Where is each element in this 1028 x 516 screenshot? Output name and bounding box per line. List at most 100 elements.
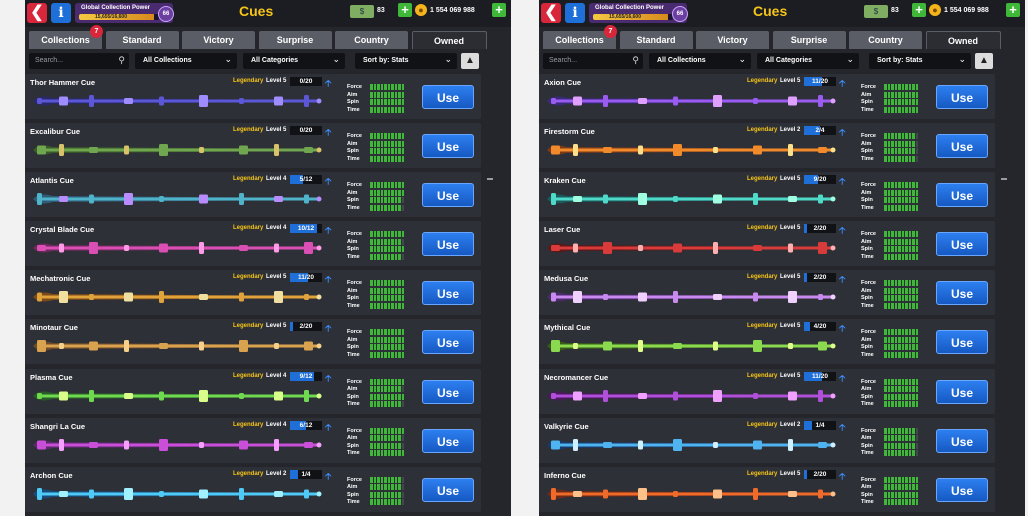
use-button[interactable]: Use: [422, 85, 474, 109]
collection-power-fill: [593, 14, 669, 20]
use-button[interactable]: Use: [936, 232, 988, 257]
cue-row[interactable]: Crystal Blade Cue Legendary Level 4 10/1…: [25, 221, 481, 267]
upgrade-arrow-icon[interactable]: 🡡: [325, 470, 332, 481]
cue-row[interactable]: Necromancer Cue Legendary Level 5 11/20 …: [539, 368, 995, 414]
use-button[interactable]: Use: [422, 330, 474, 355]
info-button[interactable]: i: [565, 3, 585, 23]
upgrade-arrow-icon[interactable]: 🡡: [325, 176, 332, 187]
tab-country[interactable]: Country: [335, 31, 408, 49]
sort-direction-button[interactable]: ▲: [461, 53, 479, 69]
add-coins-button[interactable]: +: [492, 3, 506, 17]
cue-row[interactable]: Plasma Cue Legendary Level 4 9/12 🡡 Forc…: [25, 368, 481, 414]
tab-country[interactable]: Country: [849, 31, 922, 49]
search-input[interactable]: Search... ⚲: [543, 53, 643, 69]
add-cash-button[interactable]: +: [912, 3, 926, 17]
upgrade-arrow-icon[interactable]: 🡡: [839, 323, 846, 334]
use-button[interactable]: Use: [422, 232, 474, 257]
stat-segment: [394, 450, 397, 457]
scrollbar-thumb[interactable]: [487, 178, 493, 180]
stat-segment: [891, 253, 894, 260]
sort-direction-button[interactable]: ▲: [975, 53, 993, 69]
tab-collections[interactable]: Collections 7: [29, 25, 103, 49]
search-input[interactable]: Search... ⚲: [29, 53, 129, 69]
cue-row[interactable]: Valkyrie Cue Legendary Level 2 1/4 🡡 For…: [539, 417, 995, 463]
sort-dropdown[interactable]: Sort by: Stats ⌄: [869, 53, 971, 69]
upgrade-arrow-icon[interactable]: 🡡: [839, 176, 846, 187]
tab-standard[interactable]: Standard: [619, 31, 693, 49]
stat-segment: [370, 499, 373, 506]
cue-row[interactable]: Thor Hammer Cue Legendary Level 5 0/20 🡡…: [25, 74, 481, 119]
tab-owned[interactable]: Owned: [925, 31, 1001, 49]
use-button[interactable]: Use: [422, 281, 474, 306]
cue-row[interactable]: Atlantis Cue Legendary Level 4 5/12 🡡 Fo…: [25, 172, 481, 218]
cue-row[interactable]: Minotaur Cue Legendary Level 5 2/20 🡡 Fo…: [25, 319, 481, 365]
cue-row[interactable]: Inferno Cue Legendary Level 5 2/20 🡡 For…: [539, 466, 995, 512]
tab-victory[interactable]: Victory: [182, 31, 255, 49]
category-dropdown[interactable]: All Categories ⌄: [757, 53, 859, 69]
cue-row[interactable]: Axion Cue Legendary Level 5 11/20 🡡 Forc…: [539, 74, 995, 119]
upgrade-arrow-icon[interactable]: 🡡: [839, 421, 846, 432]
upgrade-arrow-icon[interactable]: 🡡: [325, 78, 332, 88]
cue-row[interactable]: Medusa Cue Legendary Level 5 2/20 🡡 Forc…: [539, 270, 995, 316]
upgrade-arrow-icon[interactable]: 🡡: [839, 225, 846, 236]
use-button[interactable]: Use: [936, 428, 988, 453]
use-button[interactable]: Use: [936, 85, 988, 109]
tab-surprise[interactable]: Surprise: [772, 31, 846, 49]
tab-victory[interactable]: Victory: [696, 31, 769, 49]
use-button[interactable]: Use: [422, 134, 474, 159]
back-button[interactable]: ❮: [541, 3, 561, 23]
upgrade-arrow-icon[interactable]: 🡡: [325, 225, 332, 236]
upgrade-arrow-icon[interactable]: 🡡: [325, 421, 332, 432]
collection-dropdown[interactable]: All Collections ⌄: [135, 53, 237, 69]
stat-segment: [370, 287, 373, 294]
cue-glow-line: [39, 492, 319, 496]
stat-label-spin: Spin: [861, 491, 873, 498]
use-button[interactable]: Use: [422, 428, 474, 453]
tab-owned[interactable]: Owned: [411, 31, 487, 49]
tab-standard[interactable]: Standard: [105, 31, 179, 49]
use-button[interactable]: Use: [422, 183, 474, 208]
use-button[interactable]: Use: [936, 379, 988, 404]
cue-ornament: [59, 196, 68, 203]
scrollbar-thumb[interactable]: [1001, 178, 1007, 180]
use-button[interactable]: Use: [936, 183, 988, 208]
collection-dropdown[interactable]: All Collections ⌄: [649, 53, 751, 69]
tab-collections[interactable]: Collections 7: [543, 25, 617, 49]
add-cash-button[interactable]: +: [398, 3, 412, 17]
category-dropdown[interactable]: All Categories ⌄: [243, 53, 345, 69]
back-button[interactable]: ❮: [27, 3, 47, 23]
upgrade-arrow-icon[interactable]: 🡡: [325, 323, 332, 334]
use-button[interactable]: Use: [422, 379, 474, 404]
cue-row[interactable]: Laser Cue Legendary Level 5 2/20 🡡 Force…: [539, 221, 995, 267]
upgrade-arrow-icon[interactable]: 🡡: [839, 127, 846, 138]
collection-power-widget[interactable]: Global Collection Power 15,655/16,600 66: [589, 3, 688, 23]
add-coins-button[interactable]: +: [1006, 3, 1020, 17]
cue-row[interactable]: Firestorm Cue Legendary Level 2 2/4 🡡 Fo…: [539, 123, 995, 169]
use-button[interactable]: Use: [936, 330, 988, 355]
upgrade-arrow-icon[interactable]: 🡡: [839, 78, 846, 88]
cue-row[interactable]: Shangri La Cue Legendary Level 4 6/12 🡡 …: [25, 417, 481, 463]
upgrade-arrow-icon[interactable]: 🡡: [839, 372, 846, 383]
sort-dropdown[interactable]: Sort by: Stats ⌄: [355, 53, 457, 69]
upgrade-arrow-icon[interactable]: 🡡: [839, 274, 846, 285]
use-button[interactable]: Use: [422, 477, 474, 502]
cue-row[interactable]: Mechatronic Cue Legendary Level 5 11/20 …: [25, 270, 481, 316]
cue-ornament: [37, 98, 42, 104]
use-button[interactable]: Use: [936, 477, 988, 502]
stat-segment: [391, 393, 394, 400]
info-button[interactable]: i: [51, 3, 71, 23]
upgrade-arrow-icon[interactable]: 🡡: [839, 470, 846, 481]
upgrade-arrow-icon[interactable]: 🡡: [325, 274, 332, 285]
collection-power-widget[interactable]: Global Collection Power 15,655/16,600 66: [75, 3, 174, 23]
cue-row[interactable]: Archon Cue Legendary Level 2 1/4 🡡 Force…: [25, 466, 481, 512]
upgrade-arrow-icon[interactable]: 🡡: [325, 127, 332, 138]
use-button[interactable]: Use: [936, 281, 988, 306]
stat-segment: [391, 499, 394, 506]
upgrade-arrow-icon[interactable]: 🡡: [325, 372, 332, 383]
use-button[interactable]: Use: [936, 134, 988, 159]
tab-surprise[interactable]: Surprise: [258, 31, 332, 49]
cue-row[interactable]: Mythical Cue Legendary Level 5 4/20 🡡 Fo…: [539, 319, 995, 365]
cue-row[interactable]: Excalibur Cue Legendary Level 5 0/20 🡡 F…: [25, 123, 481, 169]
cue-row[interactable]: Kraken Cue Legendary Level 5 9/20 🡡 Forc…: [539, 172, 995, 218]
cue-tip: [316, 245, 322, 251]
